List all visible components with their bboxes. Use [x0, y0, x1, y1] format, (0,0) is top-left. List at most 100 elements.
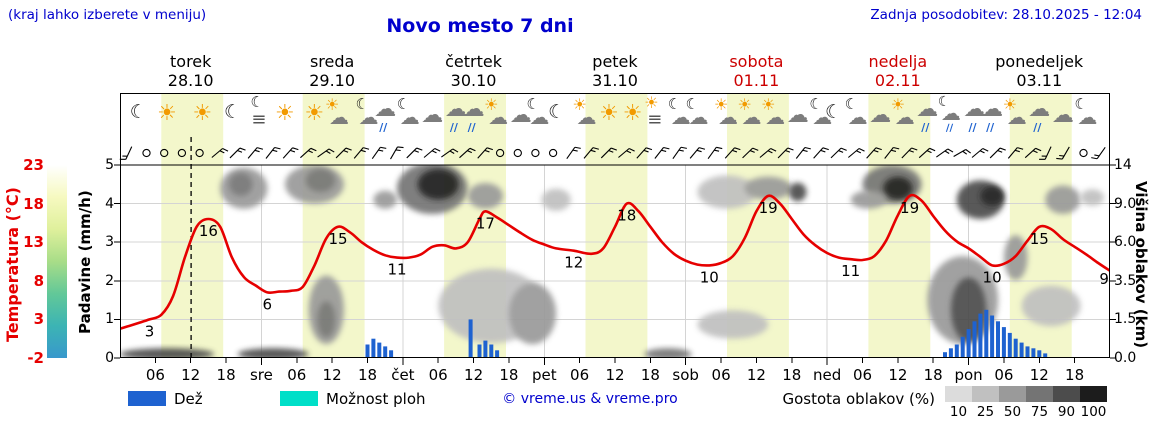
- moon-icon: ☾: [667, 95, 682, 113]
- rain-drops-icon: ∕∕: [449, 121, 458, 134]
- cloud-height-tick: 6.0: [1114, 234, 1137, 251]
- rain-drops-icon: ∕∕: [1033, 121, 1042, 134]
- time-tick-label: pon: [954, 366, 983, 384]
- day-date: 02.11: [874, 71, 921, 90]
- fog-icon: ≡: [647, 109, 662, 130]
- weather-icon-fog-moon: ☾ ≡: [244, 95, 278, 139]
- cloud-icon: ☁: [847, 105, 868, 129]
- svg-text:19: 19: [900, 199, 919, 217]
- weather-icon-moon-cloud-rain: ☾ ☁ ∕∕: [934, 95, 968, 139]
- time-tick-label: 12: [746, 366, 766, 384]
- precipitation-tick: 1: [105, 311, 114, 328]
- cloud-icon: ☁: [741, 105, 762, 129]
- weather-icon-moon: ☾: [816, 95, 850, 139]
- precipitation-tick: 4: [105, 195, 114, 212]
- sun-icon: ☀: [761, 95, 776, 114]
- cloud-height-tick: 0.0: [1114, 350, 1137, 366]
- rain-drops-icon: ∕∕: [921, 121, 930, 134]
- time-tick-label: pet: [531, 366, 557, 384]
- weather-icon-moon-cloud: ☾ ☁: [392, 95, 426, 139]
- moon-icon: ☾: [1074, 95, 1088, 113]
- sun-icon: ☀: [714, 95, 729, 114]
- weather-icon-sun-fog: ☀ ≡: [639, 95, 673, 139]
- weather-icon-sun-cloud: ☀ ☁: [734, 95, 768, 139]
- cloud-density-label: Gostota oblakov (%): [782, 390, 935, 408]
- weather-icon-cloud: ☁: [1046, 95, 1080, 139]
- cloud-icon: ☁: [688, 105, 709, 129]
- cloud-icon: ☁: [421, 103, 444, 128]
- day-date: 30.10: [450, 71, 497, 90]
- cloud-icon: ☁: [444, 97, 467, 122]
- svg-text:12: 12: [564, 254, 583, 272]
- fog-icon: ≡: [251, 109, 266, 130]
- temperature-tick: 8: [33, 271, 44, 290]
- cloud-icon: ☁: [529, 105, 550, 129]
- weather-icon-sun-cloud: ☀ ☁: [480, 95, 514, 139]
- day-header-četrtek: četrtek 30.10: [403, 52, 544, 92]
- weather-icon-sun: ☀: [592, 95, 626, 139]
- cloud-icon: ☁: [329, 105, 349, 129]
- time-tick-label: 06: [570, 366, 590, 384]
- sun-icon: ☀: [304, 101, 325, 126]
- rain-drops-icon: ∕∕: [986, 121, 995, 134]
- time-tick-label: 12: [1029, 366, 1049, 384]
- weather-icon-moon: ☾: [539, 95, 573, 139]
- weather-icon-cloud-rain: ☁ ∕∕: [975, 95, 1009, 139]
- rain-legend-label: Dež: [174, 390, 203, 408]
- time-tick-label: 06: [852, 366, 873, 384]
- density-tick-label: 25: [976, 404, 995, 420]
- weather-icon-moon-cloud: ☾ ☁: [804, 95, 838, 139]
- cloud-height-tick: 1.5: [1114, 311, 1137, 328]
- time-tick-label: 18: [357, 366, 378, 384]
- cloud-icon: ☁: [718, 105, 738, 129]
- cloud-icon: ☁: [1051, 103, 1074, 128]
- day-header-sreda: sreda 29.10: [261, 52, 402, 92]
- temperature-tick: 13: [23, 233, 44, 252]
- day-name: ponedeljek: [995, 52, 1084, 71]
- rain-drops-icon: ∕∕: [379, 121, 388, 134]
- cloud-icon: ☁: [358, 105, 379, 129]
- precipitation-axis-ticks: 5 4 3 2 1 0: [96, 0, 114, 443]
- svg-text:16: 16: [199, 222, 218, 240]
- cloud-icon: ☁: [374, 97, 397, 122]
- time-tick-label: 18: [216, 366, 236, 384]
- temperature-axis-ticks: 23 18 13 8 3 -2: [18, 0, 44, 443]
- weather-icon-cloud: ☁: [415, 95, 449, 139]
- day-name: sobota: [729, 52, 784, 71]
- cloud-icon: ☁: [576, 105, 597, 129]
- time-tick-label: 18: [923, 366, 943, 384]
- rain-drops-icon: ∕∕: [467, 121, 476, 134]
- density-scale-segment: [945, 386, 972, 402]
- cloud-density-scale-ticks: 10 25 50 75 90 100: [945, 404, 1107, 420]
- precipitation-tick: 3: [105, 234, 114, 251]
- weather-icon-sun-cloud: ☀ ☁: [710, 95, 744, 139]
- sun-icon: ☀: [572, 95, 587, 114]
- weather-icon-sun-cloud: ☀ ☁: [757, 95, 791, 139]
- weather-icon-cloud: ☁: [504, 95, 538, 139]
- weather-icon-moon: ☾: [215, 95, 249, 139]
- temperature-colorbar: [47, 165, 67, 358]
- weather-icons-row: ☾ ☀ ☀ ☾ ☾ ≡ ☀ ☀ ☀ ☁ ☾ ☁ ☁ ∕∕ ☾ ☁ ☁ ☁ ∕∕ ☁ ∕∕ ☀ ☁ ☁ ☾ ☁ ☾ ☀ ☁ ☀ ☀ ☀ ≡ ☾ ☁ ☾ ☁…: [120, 95, 1110, 141]
- cloud-icon: ☁: [1006, 105, 1027, 129]
- day-date: 03.11: [1016, 71, 1063, 90]
- weather-icon-cloud-rain: ☁ ∕∕: [910, 95, 944, 139]
- moon-icon: ☾: [224, 101, 242, 123]
- time-tick-label: sre: [249, 366, 273, 384]
- time-tick-label: 12: [888, 366, 908, 384]
- moon-icon: ☾: [809, 95, 823, 113]
- weather-icon-moon-cloud: ☾ ☁: [351, 95, 385, 139]
- time-tick-label: 06: [428, 366, 448, 384]
- weather-icon-moon-cloud: ☾ ☁: [663, 95, 697, 139]
- day-header-torek: torek 28.10: [120, 52, 261, 92]
- svg-text:11: 11: [387, 261, 406, 279]
- credit-link[interactable]: © vreme.us & vreme.pro: [502, 391, 678, 407]
- moon-icon: ☾: [685, 95, 699, 113]
- weather-icon-sun-cloud: ☀ ☁: [999, 95, 1033, 139]
- weather-icon-sun: ☀: [186, 95, 220, 139]
- svg-text:15: 15: [328, 230, 347, 248]
- day-name: sreda: [309, 52, 355, 71]
- time-tick-label: sob: [672, 366, 699, 384]
- weather-icon-moon-cloud: ☾ ☁: [840, 95, 874, 139]
- sun-icon: ☀: [622, 101, 643, 126]
